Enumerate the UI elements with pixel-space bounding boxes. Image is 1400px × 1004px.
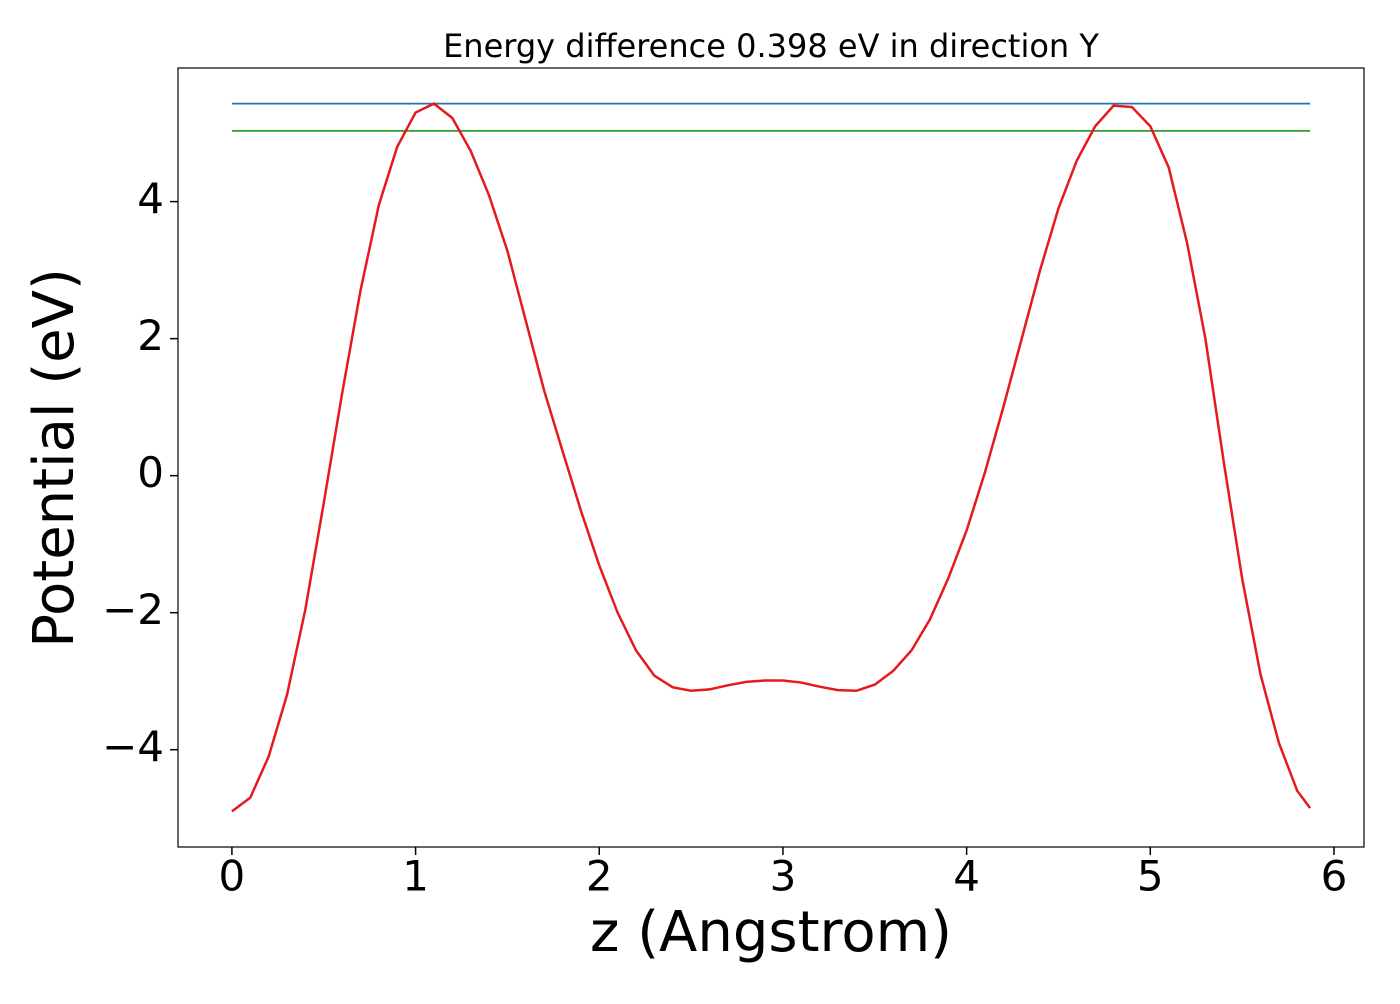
chart-title: Energy difference 0.398 eV in direction …	[443, 27, 1099, 65]
plot-frame	[177, 67, 1365, 848]
y-tick-label: −2	[102, 585, 164, 634]
y-axis-label: Potential (eV)	[22, 268, 87, 648]
data-line	[231, 102, 1312, 813]
x-tick-label: 4	[953, 852, 980, 901]
y-tick-label: −4	[102, 722, 164, 771]
x-tick-label: 1	[402, 852, 429, 901]
y-tick-label: 0	[137, 448, 164, 497]
y-tick-label: 4	[137, 174, 164, 223]
x-tick-label: 0	[219, 852, 246, 901]
x-axis-label: z (Angstrom)	[590, 900, 952, 965]
y-tick-label: 2	[137, 311, 164, 360]
x-tick-label: 2	[586, 852, 613, 901]
x-tick-label: 3	[770, 852, 797, 901]
x-tick-label: 5	[1137, 852, 1164, 901]
x-tick-label: 6	[1321, 852, 1348, 901]
